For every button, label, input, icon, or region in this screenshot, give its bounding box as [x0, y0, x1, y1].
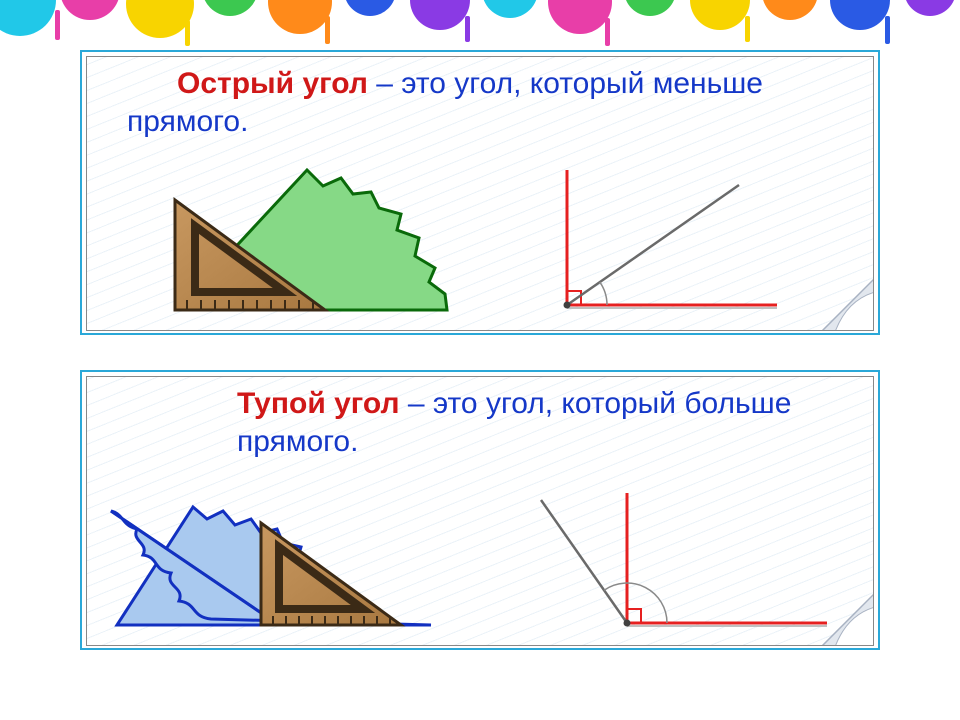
obtuse-angle-panel: Тупой угол – это угол, который больше пр… — [80, 370, 880, 650]
obtuse-definition: Тупой угол – это угол, который больше пр… — [127, 385, 853, 460]
page-curl-icon — [821, 593, 874, 646]
panel-inner: Острый угол – это угол, который меньше п… — [86, 56, 874, 331]
acute-illustrations — [87, 160, 873, 320]
wooden-setsquare-icon — [261, 523, 401, 625]
obtuse-angle-diagram — [541, 493, 827, 627]
obtuse-illustrations — [87, 475, 873, 635]
acute-angle-diagram — [564, 170, 778, 309]
acute-paper-and-ruler — [175, 170, 447, 310]
acute-definition: Острый угол – это угол, который меньше п… — [127, 65, 853, 140]
panel-inner: Тупой угол – это угол, который больше пр… — [86, 376, 874, 646]
page-curl-icon — [821, 278, 874, 331]
acute-term: Острый угол — [177, 67, 368, 100]
obtuse-term: Тупой угол — [237, 387, 400, 420]
acute-angle-panel: Острый угол – это угол, который меньше п… — [80, 50, 880, 335]
